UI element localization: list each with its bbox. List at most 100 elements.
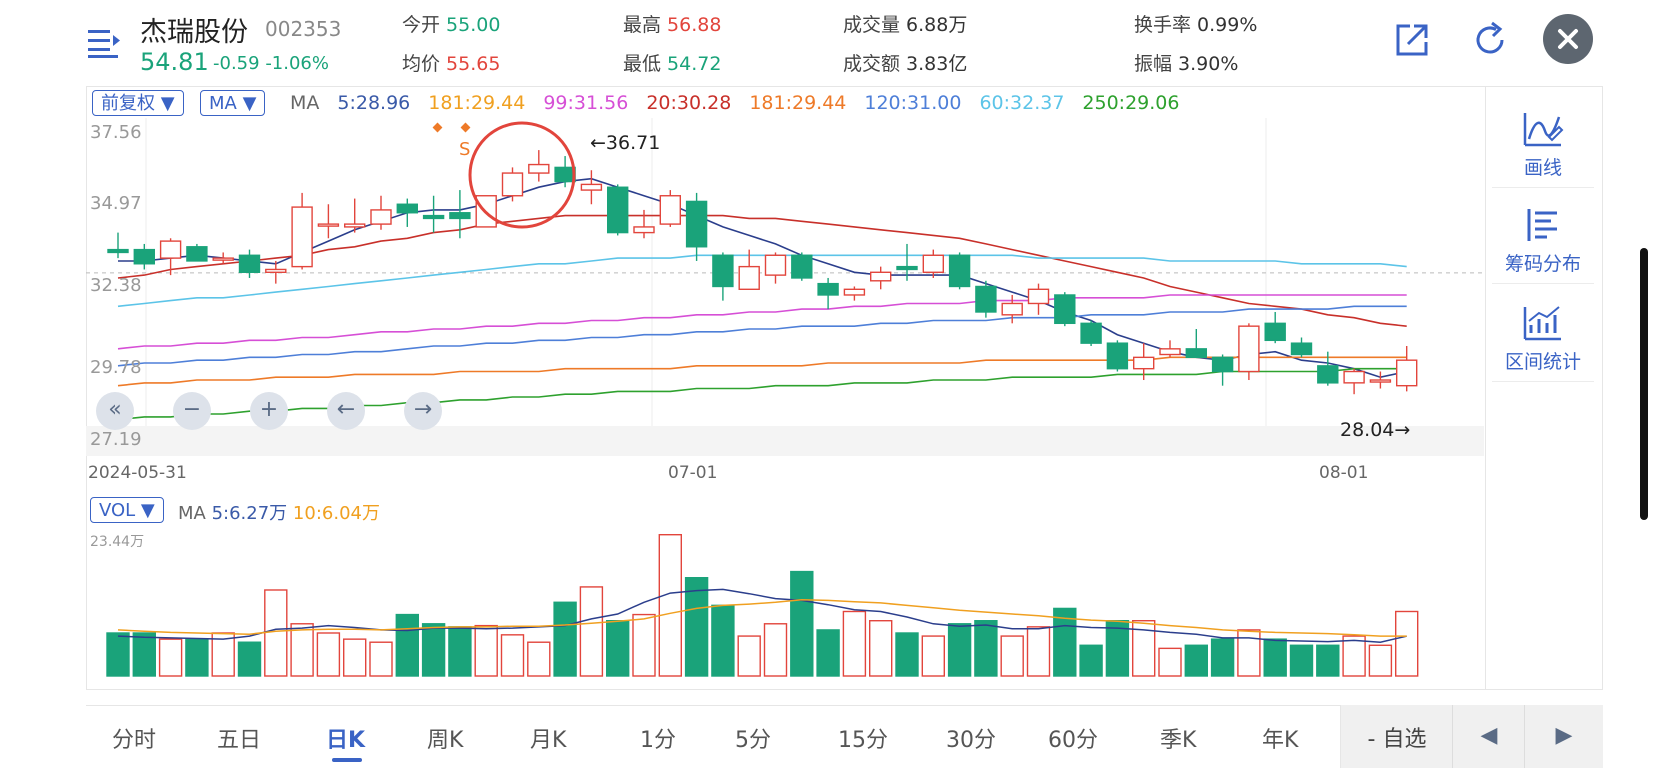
draw-line-icon	[1523, 113, 1564, 147]
volume-bar	[816, 629, 840, 677]
ma-line-ma120	[117, 305, 1407, 367]
vol-ma-legend: MA 5:6.27万 10:6.04万	[178, 499, 380, 525]
tab-4[interactable]: 月K	[530, 728, 567, 753]
scrollbar[interactable]	[1640, 248, 1648, 520]
sidebar-item-range-stats[interactable]: 区间统计	[1484, 303, 1602, 374]
tab-7[interactable]: 15分	[838, 728, 888, 753]
candle-body	[133, 248, 155, 265]
current-price: 54.81	[140, 48, 209, 76]
stat-value: 3.83亿	[906, 53, 968, 75]
volume-bar	[1079, 644, 1103, 677]
prev-stock-button[interactable]: ◀	[1452, 705, 1525, 768]
candle-body	[1080, 322, 1102, 344]
candle-body	[159, 240, 182, 259]
tab-5[interactable]: 1分	[640, 728, 676, 753]
ma-value: 120:31.00	[864, 92, 962, 114]
volume-bar	[500, 634, 525, 677]
tab-1[interactable]: 五日	[217, 728, 262, 753]
change-amount: -0.59	[213, 53, 260, 74]
tab-3[interactable]: 周K	[427, 728, 464, 753]
candle-body	[265, 268, 287, 273]
ma-line-ma60	[117, 254, 1407, 308]
share-icon[interactable]	[1390, 18, 1434, 62]
tab-6[interactable]: 5分	[735, 728, 771, 753]
menu-icon[interactable]	[88, 28, 122, 58]
candle-body	[1132, 356, 1155, 370]
tab-10[interactable]: 季K	[1160, 728, 1197, 753]
ma-value: 181:29.44	[749, 92, 847, 114]
next-stock-button[interactable]: ▶	[1524, 705, 1603, 768]
chart-panel	[86, 86, 1486, 690]
volume-bar	[579, 586, 604, 677]
stat-label: 成交额	[843, 53, 901, 75]
sidebar-label: 画线	[1523, 157, 1562, 179]
volume-bar	[947, 623, 972, 677]
stat-item: 换手率 0.99%	[1134, 10, 1257, 37]
volume-bar	[1184, 644, 1209, 677]
ma-value: 5:28.96	[337, 92, 411, 114]
jump-start-button[interactable]: «	[96, 392, 134, 430]
volume-bar	[1000, 635, 1024, 677]
highlight-circle	[468, 121, 576, 229]
volume-bar	[527, 641, 551, 677]
volume-bar	[448, 626, 472, 677]
candlestick-chart[interactable]	[86, 118, 1484, 456]
volume-bar	[106, 632, 130, 677]
adjust-dropdown[interactable]: 前复权 ▼	[92, 90, 184, 116]
pan-left-button[interactable]: ←	[327, 392, 365, 430]
candle-body	[1264, 322, 1286, 342]
stat-item: 最低 54.72	[623, 49, 721, 76]
sidebar-item-chips[interactable]: 筹码分布	[1484, 205, 1602, 276]
volume-bar	[1316, 644, 1340, 677]
stat-item: 振幅 3.90%	[1134, 49, 1238, 76]
candle-body	[501, 172, 524, 197]
sidebar-item-draw[interactable]: 画线	[1484, 109, 1602, 180]
stat-item: 成交额 3.83亿	[843, 49, 967, 76]
zoom-in-button[interactable]: +	[250, 392, 288, 430]
y-label: 29.78	[90, 357, 142, 378]
pan-right-button[interactable]: →	[404, 392, 442, 430]
candle-body	[528, 163, 550, 174]
volume-bar	[1394, 610, 1419, 677]
volume-chart[interactable]	[86, 530, 1484, 688]
active-tab-indicator	[332, 758, 362, 762]
vol-ma5-line	[117, 588, 1407, 643]
tab-0[interactable]: 分时	[112, 728, 157, 753]
candle-body	[1395, 359, 1418, 387]
tab-9[interactable]: 60分	[1048, 728, 1098, 753]
refresh-icon[interactable]	[1468, 18, 1512, 62]
tab-11[interactable]: 年K	[1262, 728, 1299, 753]
volume-bar	[132, 632, 156, 677]
candle-body	[291, 206, 313, 268]
high-marker: ←36.71	[590, 132, 661, 154]
zoom-out-button[interactable]: −	[173, 392, 211, 430]
candle-body	[712, 254, 734, 288]
candle-body	[1290, 342, 1313, 356]
vol-dropdown[interactable]: VOL ▼	[90, 497, 164, 523]
ma-value: 99:31.56	[543, 92, 629, 114]
close-icon[interactable]	[1543, 14, 1593, 64]
candle-body	[1369, 379, 1392, 383]
stat-label: 最低	[623, 53, 662, 75]
tab-2[interactable]: 日K	[326, 728, 366, 753]
candle-body	[1106, 342, 1129, 370]
volume-bar	[1342, 635, 1366, 677]
candle-body	[607, 186, 629, 234]
stat-label: 最高	[623, 14, 662, 36]
stat-item: 均价 55.65	[402, 49, 500, 76]
volume-bar	[606, 620, 630, 677]
indicator-dropdown[interactable]: MA ▼	[200, 90, 266, 116]
candle-body	[422, 214, 445, 220]
tab-8[interactable]: 30分	[946, 728, 996, 753]
ma-line-ma20	[117, 214, 1407, 327]
stat-value: 0.99%	[1197, 14, 1258, 36]
y-label-max: 37.56	[90, 122, 142, 143]
add-watchlist-button[interactable]: - 自选	[1340, 705, 1453, 768]
candle-body	[344, 223, 366, 228]
stat-value: 6.88万	[906, 14, 968, 36]
volume-bar	[237, 641, 262, 677]
vol-ma10-line	[117, 599, 1407, 637]
volume-bar	[632, 613, 656, 677]
x-axis-band	[86, 426, 1484, 456]
volume-bar	[763, 623, 788, 677]
